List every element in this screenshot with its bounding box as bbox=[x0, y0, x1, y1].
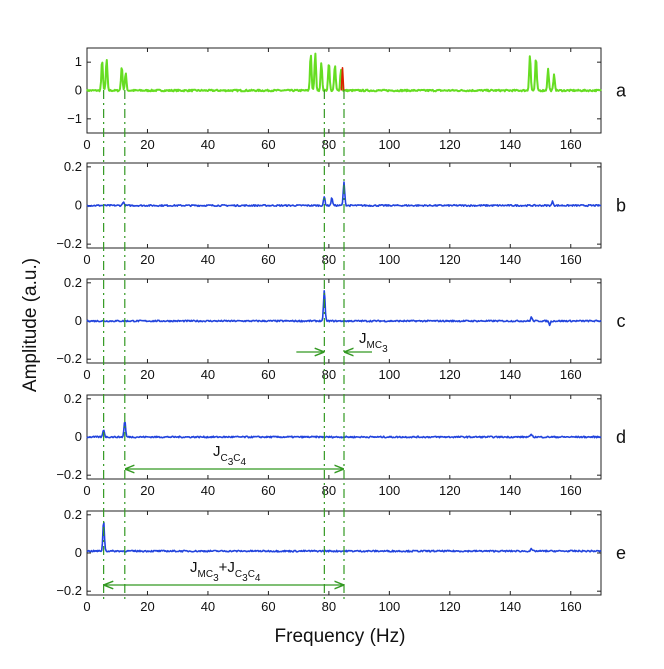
y-tick-label: 0 bbox=[75, 83, 82, 98]
y-tick-label: −0.2 bbox=[56, 236, 82, 251]
annotation-e: JMC3+JC3C4 bbox=[105, 559, 343, 585]
x-tick-label: 100 bbox=[379, 367, 401, 382]
x-tick-label: 20 bbox=[140, 137, 154, 152]
label-JMC3: JMC3 bbox=[359, 330, 388, 355]
label-JC3C4: JC3C4 bbox=[213, 443, 247, 468]
x-tick-label: 80 bbox=[322, 367, 336, 382]
y-tick-label: −0.2 bbox=[56, 467, 82, 482]
x-tick-label: 140 bbox=[499, 599, 521, 614]
x-tick-label: 120 bbox=[439, 137, 461, 152]
x-tick-label: 140 bbox=[499, 252, 521, 267]
x-tick-label: 140 bbox=[499, 137, 521, 152]
panel-label: b bbox=[616, 196, 626, 216]
x-tick-label: 140 bbox=[499, 367, 521, 382]
x-tick-label: 120 bbox=[439, 599, 461, 614]
x-tick-label: 160 bbox=[560, 599, 582, 614]
y-tick-label: 1 bbox=[75, 54, 82, 69]
x-axis-title: Frequency (Hz) bbox=[275, 626, 406, 647]
label-JMC3-plus-JC3C4: JMC3+JC3C4 bbox=[190, 559, 261, 584]
x-tick-label: 0 bbox=[83, 252, 90, 267]
x-tick-label: 120 bbox=[439, 483, 461, 498]
x-tick-label: 100 bbox=[379, 252, 401, 267]
x-tick-label: 40 bbox=[201, 483, 215, 498]
series-blue-line bbox=[86, 181, 602, 208]
y-tick-label: 0 bbox=[75, 429, 82, 444]
annotation-d: JC3C4 bbox=[126, 443, 343, 469]
x-tick-label: 40 bbox=[201, 252, 215, 267]
x-tick-label: 140 bbox=[499, 483, 521, 498]
x-tick-label: 0 bbox=[83, 599, 90, 614]
panel-label: a bbox=[616, 81, 627, 101]
y-tick-label: 0 bbox=[75, 313, 82, 328]
x-tick-label: 40 bbox=[201, 599, 215, 614]
x-tick-label: 160 bbox=[560, 252, 582, 267]
y-tick-label: 0 bbox=[75, 198, 82, 213]
y-tick-label: 0.2 bbox=[64, 507, 82, 522]
x-tick-label: 60 bbox=[261, 599, 275, 614]
series-red-line bbox=[340, 67, 345, 91]
panel-c: 0 20 40 60 80 100 120 140 160−0.200.2c bbox=[56, 275, 625, 382]
y-tick-label: 0.2 bbox=[64, 391, 82, 406]
x-tick-label: 0 bbox=[83, 137, 90, 152]
x-tick-label: 40 bbox=[201, 137, 215, 152]
x-tick-label: 0 bbox=[83, 483, 90, 498]
annotations: JMC3 JC3C4 JMC3+JC3C4 bbox=[105, 330, 388, 585]
x-tick-label: 120 bbox=[439, 367, 461, 382]
x-tick-label: 160 bbox=[560, 367, 582, 382]
panel-label: e bbox=[616, 543, 626, 563]
x-tick-label: 60 bbox=[261, 483, 275, 498]
x-tick-label: 160 bbox=[560, 137, 582, 152]
x-tick-label: 100 bbox=[379, 137, 401, 152]
x-tick-label: 0 bbox=[83, 367, 90, 382]
x-tick-label: 40 bbox=[201, 367, 215, 382]
y-tick-label: 0 bbox=[75, 545, 82, 560]
x-tick-label: 80 bbox=[322, 599, 336, 614]
x-tick-label: 60 bbox=[261, 252, 275, 267]
x-tick-label: 60 bbox=[261, 367, 275, 382]
y-tick-label: −0.2 bbox=[56, 351, 82, 366]
x-tick-label: 80 bbox=[322, 483, 336, 498]
panel-label: d bbox=[616, 427, 626, 447]
x-tick-label: 20 bbox=[140, 483, 154, 498]
y-tick-label: −1 bbox=[67, 111, 82, 126]
panel-label: c bbox=[617, 311, 626, 331]
x-tick-label: 60 bbox=[261, 137, 275, 152]
x-tick-label: 80 bbox=[322, 252, 336, 267]
y-tick-label: 0.2 bbox=[64, 159, 82, 174]
y-tick-label: −0.2 bbox=[56, 583, 82, 598]
panel-b: 0 20 40 60 80 100 120 140 160−0.200.2b bbox=[56, 159, 626, 267]
x-tick-label: 20 bbox=[140, 367, 154, 382]
vertical-guides bbox=[103, 90, 345, 600]
annotation-c: JMC3 bbox=[296, 330, 388, 355]
x-tick-label: 20 bbox=[140, 252, 154, 267]
x-tick-label: 100 bbox=[379, 599, 401, 614]
y-axis-title: Amplitude (a.u.) bbox=[20, 258, 41, 392]
x-tick-label: 100 bbox=[379, 483, 401, 498]
x-tick-label: 20 bbox=[140, 599, 154, 614]
panel-e: 0 20 40 60 80 100 120 140 160−0.200.2e bbox=[56, 507, 626, 614]
x-tick-label: 120 bbox=[439, 252, 461, 267]
x-tick-label: 160 bbox=[560, 483, 582, 498]
panel-d: 0 20 40 60 80 100 120 140 160−0.200.2d bbox=[56, 391, 626, 498]
y-tick-label: 0.2 bbox=[64, 275, 82, 290]
x-tick-label: 80 bbox=[322, 137, 336, 152]
